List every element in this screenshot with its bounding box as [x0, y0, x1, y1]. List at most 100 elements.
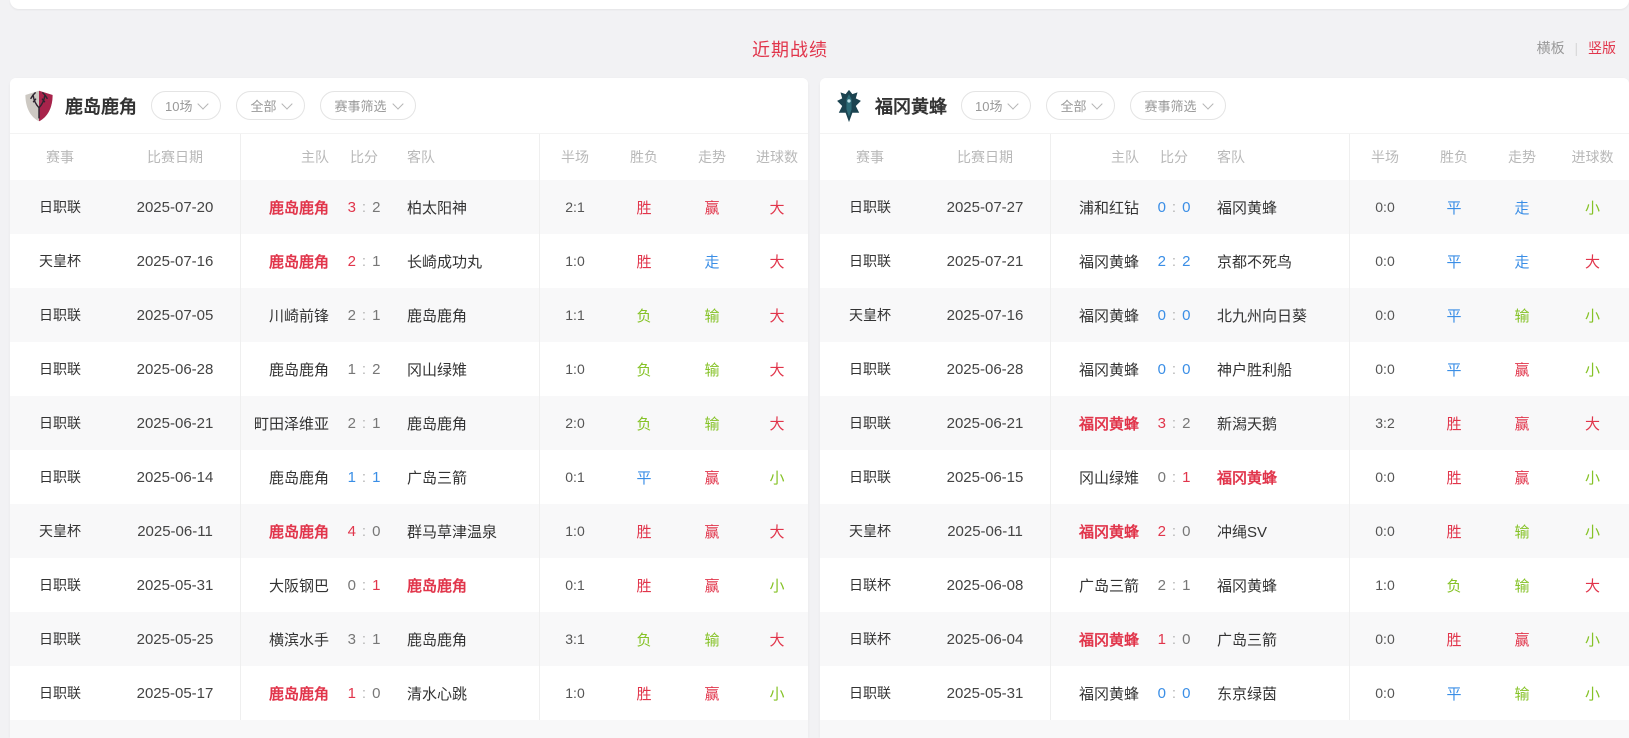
table-header-row: 赛事 比赛日期 主队 比分 客队 半场 胜负 走势 进球数 — [820, 134, 1629, 180]
header-competition: 赛事 — [856, 149, 884, 165]
venue-filter-dropdown[interactable]: 全部 — [1046, 91, 1116, 120]
matches-count-dropdown[interactable]: 10场 — [151, 91, 222, 120]
home-score: 4 — [347, 522, 356, 540]
cell-goals: 小 — [769, 685, 785, 703]
cell-teams-group: 鹿岛鹿角 2:1 长崎成功丸 — [240, 234, 540, 288]
cell-half-score: 0:0 — [1375, 631, 1395, 647]
cell-away-team: 鹿岛鹿角 — [407, 415, 468, 433]
cell-half-score: 2:1 — [565, 199, 585, 215]
venue-filter-dropdown[interactable]: 全部 — [236, 91, 306, 120]
cell-half-score: 1:0 — [565, 685, 585, 701]
score-colon: : — [361, 468, 367, 486]
cell-date: 2025-05-17 — [136, 684, 214, 702]
cell-result: 胜 — [636, 199, 652, 217]
score-colon: : — [1171, 576, 1177, 594]
cell-result: 负 — [636, 631, 652, 649]
home-score: 0 — [347, 576, 356, 594]
cell-teams-group: 福冈黄蜂 2:2 京都不死鸟 — [1050, 234, 1350, 288]
cell-date: 2025-07-16 — [946, 306, 1024, 324]
cell-goals: 大 — [1584, 253, 1600, 271]
cell-teams-group: 鹿岛鹿角 1:0 清水心跳 — [240, 666, 540, 720]
cell-competition: 天皇杯 — [39, 253, 81, 269]
away-score: 1 — [372, 468, 381, 486]
cell-result: 平 — [636, 469, 652, 487]
cell-home-team: 鹿岛鹿角 — [268, 469, 329, 487]
cell-half-score: 1:1 — [565, 307, 585, 323]
home-score: 0 — [1157, 360, 1166, 378]
cell-trend: 输 — [704, 361, 720, 379]
cell-teams-group: 福冈黄蜂 0:0 北九州向日葵 — [1050, 288, 1350, 342]
matches-count-dropdown[interactable]: 10场 — [961, 91, 1032, 120]
home-score: 3 — [347, 198, 356, 216]
competition-filter-dropdown[interactable]: 赛事筛选 — [1130, 91, 1226, 120]
cell-home-team: 福冈黄蜂 — [1078, 685, 1139, 703]
cell-away-team: 鹿岛鹿角 — [407, 631, 468, 649]
cell-score: 1:2 — [329, 361, 399, 378]
avispa-fukuoka-logo-icon — [832, 89, 866, 123]
away-score: 2 — [372, 198, 381, 216]
header-competition: 赛事 — [46, 149, 74, 165]
cell-away-team: 清水心跳 — [407, 685, 468, 703]
cell-home-team: 鹿岛鹿角 — [268, 199, 329, 217]
away-score: 0 — [1182, 306, 1191, 324]
away-score: 1 — [372, 252, 381, 270]
cell-away-team: 广岛三箭 — [1217, 631, 1278, 649]
home-score: 2 — [1157, 252, 1166, 270]
cell-trend: 输 — [1514, 307, 1530, 325]
cell-date: 2025-06-21 — [136, 414, 214, 432]
cell-date: 2025-06-11 — [137, 522, 213, 540]
cell-goals: 大 — [1584, 415, 1600, 433]
cell-trend: 赢 — [1514, 415, 1530, 433]
cell-trend: 输 — [1514, 523, 1530, 541]
cell-competition: 日职联 — [849, 199, 891, 215]
match-row: 日职联 2025-06-21 福冈黄蜂 3:2 新潟天鹅 3:2 胜 赢 大 — [820, 396, 1629, 450]
cell-trend: 赢 — [704, 685, 720, 703]
cell-date: 2025-05-25 — [136, 630, 214, 648]
cell-goals: 大 — [1584, 577, 1600, 595]
cell-score: 3:2 — [329, 199, 399, 216]
cell-teams-group: 川崎前锋 2:1 鹿岛鹿角 — [240, 288, 540, 342]
match-row: 日联杯 2025-06-04 福冈黄蜂 1:0 广岛三箭 0:0 胜 赢 小 — [820, 612, 1629, 666]
cell-away-team: 新潟天鹅 — [1217, 415, 1278, 433]
cell-home-team: 町田泽维亚 — [253, 415, 329, 433]
competition-filter-dropdown[interactable]: 赛事筛选 — [320, 91, 416, 120]
away-score: 0 — [372, 522, 381, 540]
away-score: 1 — [1182, 576, 1191, 594]
header-date: 比赛日期 — [147, 149, 203, 165]
cell-trend: 输 — [1514, 577, 1530, 595]
cell-half-score: 0:1 — [565, 577, 585, 593]
home-score: 0 — [1157, 684, 1166, 702]
cell-goals: 大 — [769, 199, 785, 217]
cell-result: 负 — [636, 307, 652, 325]
cell-score: 0:1 — [1139, 469, 1209, 486]
cell-competition: 日职联 — [849, 685, 891, 701]
score-colon: : — [1171, 306, 1177, 324]
cell-half-score: 2:0 — [565, 415, 585, 431]
cell-home-team: 福冈黄蜂 — [1078, 253, 1139, 271]
competition-filter-value: 赛事筛选 — [1144, 99, 1197, 114]
score-colon: : — [1171, 252, 1177, 270]
away-score: 0 — [1182, 198, 1191, 216]
cell-away-team: 福冈黄蜂 — [1217, 469, 1278, 487]
cell-competition: 天皇杯 — [849, 523, 891, 539]
home-score: 0 — [1157, 198, 1166, 216]
horizontal-view-link[interactable]: 横板 — [1536, 40, 1565, 56]
cell-trend: 赢 — [704, 469, 720, 487]
cell-away-team: 福冈黄蜂 — [1217, 577, 1278, 595]
cell-half-score: 0:0 — [1375, 361, 1395, 377]
cell-date: 2025-06-21 — [946, 414, 1024, 432]
cell-home-team: 鹿岛鹿角 — [268, 685, 329, 703]
score-colon: : — [1171, 468, 1177, 486]
cell-goals: 小 — [1584, 469, 1600, 487]
view-toggle-separator: | — [1574, 40, 1579, 56]
team-name: 鹿岛鹿角 — [65, 96, 137, 117]
cell-competition: 日职联 — [39, 685, 81, 701]
vertical-view-link[interactable]: 竖版 — [1588, 40, 1616, 56]
cell-away-team: 广岛三箭 — [407, 469, 468, 487]
away-score: 0 — [1182, 360, 1191, 378]
cell-trend: 赢 — [704, 523, 720, 541]
cell-result: 负 — [636, 361, 652, 379]
cell-date: 2025-07-20 — [136, 198, 214, 216]
cell-result: 平 — [1446, 361, 1462, 379]
cell-score: 2:1 — [329, 253, 399, 270]
